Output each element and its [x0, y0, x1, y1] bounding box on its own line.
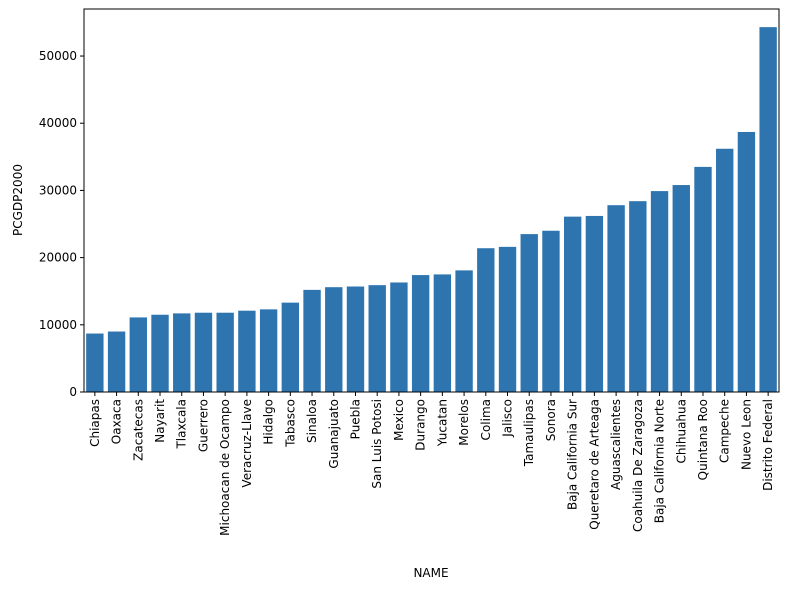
bars-group [86, 27, 777, 392]
x-tick-label: Zacatecas [131, 399, 145, 461]
x-tick-label: Tabasco [283, 399, 297, 448]
bar [216, 312, 234, 392]
x-tick-label: Aguascalientes [609, 399, 623, 490]
x-tick-label: Guerrero [196, 399, 210, 452]
bar [325, 287, 343, 392]
bar [650, 191, 669, 392]
x-axis-ticks: Chiapas Oaxaca Zacatecas Nayarit Tlaxcala Gue… [88, 392, 775, 536]
bar [411, 275, 430, 392]
bar [86, 333, 104, 392]
y-tick-label: 30000 [39, 183, 77, 197]
y-axis-ticks: 0 10000 20000 30000 40000 50000 [39, 49, 84, 399]
bar [563, 216, 582, 392]
x-tick-label: Baja California Sur [566, 399, 580, 510]
x-tick-label: Chihuahua [674, 399, 688, 463]
bar [346, 286, 365, 392]
x-tick-label: Chiapas [88, 399, 102, 447]
bar [433, 274, 452, 392]
bar [281, 302, 300, 392]
x-tick-label: Tamaulipas [522, 399, 536, 467]
y-tick-label: 0 [69, 385, 77, 399]
x-axis-title: NAME [413, 566, 448, 580]
y-tick-label: 20000 [39, 251, 77, 265]
bar [477, 248, 495, 392]
x-tick-label: Sinaloa [305, 399, 319, 443]
x-tick-label: Morelos [457, 399, 471, 446]
bar [737, 131, 756, 392]
bar [259, 309, 278, 392]
x-tick-label: Nayarit [153, 399, 167, 443]
bar [238, 310, 256, 392]
bar [672, 185, 690, 392]
x-tick-label: Hidalgo [262, 399, 276, 445]
bar [759, 27, 777, 392]
x-tick-label: Coahuila De Zaragoza [631, 399, 645, 532]
bar [694, 166, 712, 392]
x-tick-label: San Luis Potosi [370, 399, 384, 489]
x-tick-label: Yucatan [435, 399, 449, 447]
bar [629, 201, 647, 392]
bar [542, 230, 560, 392]
y-tick-label: 50000 [39, 49, 77, 63]
bar [129, 317, 147, 392]
x-tick-label: Oaxaca [110, 399, 124, 444]
bar [390, 282, 408, 392]
x-tick-label: Veracruz-Llave [240, 399, 254, 488]
bar [455, 270, 473, 392]
y-axis-title: PCGDP2000 [11, 164, 25, 236]
bar [716, 148, 734, 392]
x-tick-label: Baja California Norte [653, 399, 667, 523]
x-tick-label: Sonora [544, 399, 558, 441]
plot-frame [83, 8, 780, 393]
x-tick-label: Michoacan de Ocampo [218, 399, 232, 536]
bar [151, 314, 169, 392]
bar [368, 285, 386, 392]
x-tick-label: Quintana Roo [696, 399, 710, 480]
bar [498, 246, 517, 392]
bar [173, 313, 191, 392]
x-tick-label: Queretaro de Arteaga [587, 399, 601, 530]
x-tick-label: Jalisco [501, 399, 515, 438]
y-tick-label: 40000 [39, 116, 77, 130]
bar [520, 234, 538, 392]
y-tick-label: 10000 [39, 318, 77, 332]
x-tick-label: Durango [414, 399, 428, 451]
bar [107, 331, 126, 392]
bar [303, 289, 321, 392]
x-tick-label: Guanajuato [327, 399, 341, 469]
bar [607, 205, 625, 392]
x-tick-label: Mexico [392, 399, 406, 441]
x-tick-label: Puebla [348, 399, 362, 439]
x-tick-label: Campeche [718, 399, 732, 463]
bar [194, 312, 213, 392]
x-tick-label: Distrito Federal [761, 399, 775, 491]
bar [585, 215, 604, 392]
x-tick-label: Colima [479, 399, 493, 440]
x-tick-label: Tlaxcala [175, 399, 189, 450]
x-tick-label: Nuevo Leon [739, 399, 753, 470]
